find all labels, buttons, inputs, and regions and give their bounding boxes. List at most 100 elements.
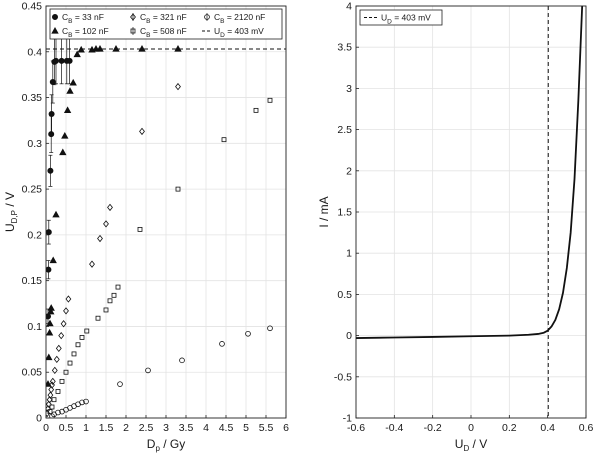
grid (45, 5, 287, 419)
data-point (46, 229, 52, 236)
series-1 (46, 37, 73, 325)
data-point (47, 304, 55, 311)
data-point (48, 131, 55, 138)
y-tick-label: 3 (346, 83, 352, 95)
data-point (47, 391, 54, 399)
data-point (47, 307, 55, 315)
data-point (117, 381, 123, 387)
x-axis-label-rest: / Gy (160, 437, 185, 451)
legend-label-main: C (140, 12, 146, 22)
legend-entry: CB = 102 nF (51, 26, 109, 39)
legend-label-main: C (62, 12, 68, 22)
plot-content (356, 6, 584, 418)
legend-label: UD = 403 mV (381, 13, 431, 26)
data-point (58, 57, 65, 64)
data-point (58, 331, 65, 340)
series-line-1 (356, 6, 584, 339)
legend-box (359, 9, 443, 26)
data-point (107, 298, 113, 304)
y-tick-label: 0.5 (337, 289, 352, 301)
data-point (51, 366, 58, 375)
data-point (47, 409, 53, 414)
x-tick-label: -0.4 (385, 422, 403, 434)
legend-label-sub: B (68, 32, 72, 39)
legend-label-rest: = 33 nF (72, 12, 103, 22)
y-tick-label: 3.5 (337, 42, 352, 54)
legend-label-main: C (62, 26, 68, 36)
y-tick-label: 1 (346, 248, 352, 260)
data-point (49, 377, 56, 386)
data-point (75, 342, 81, 348)
series-5 (49, 325, 273, 418)
data-point (49, 256, 57, 264)
x-tick-label: 0 (43, 422, 49, 434)
y-tick-label: 0 (346, 330, 352, 342)
legend-marker (204, 14, 210, 20)
x-tick-label: 0.2 (502, 422, 517, 434)
data-point (46, 400, 52, 408)
data-point (97, 234, 103, 243)
data-point (46, 353, 53, 361)
data-point (175, 82, 181, 91)
legend-entry: CB = 508 nF (130, 26, 187, 39)
x-tick-label: 4.5 (219, 422, 234, 434)
x-tick-label: 3 (163, 422, 169, 434)
y-tick-label: 0.4 (27, 46, 42, 58)
data-point (84, 328, 90, 334)
legend-label-sub: B (146, 18, 150, 25)
y-axis-label-sub: D,P (10, 210, 19, 223)
x-tick-label: -0.2 (424, 422, 442, 434)
data-point (66, 87, 74, 94)
data-point (63, 106, 72, 113)
data-point (179, 357, 185, 364)
data-point (139, 127, 145, 136)
x-tick-label: 1 (83, 422, 89, 434)
data-point (61, 131, 69, 139)
data-point (221, 137, 227, 143)
y-axis-label: I / mA (317, 196, 331, 227)
x-tick-label: 4 (203, 422, 209, 434)
y-tick-label: 1.5 (337, 207, 352, 219)
series-2 (46, 45, 182, 387)
plot-frame (355, 5, 587, 419)
left-chart-panel: 0 0.5 1 1.5 2 2.5 3 3.5 4 4.5 5 5.5 6 0 0.05 0.1 0.15 0.2… (3, 1, 289, 454)
data-point (83, 398, 89, 405)
legend-entry: UD = 403 mV (202, 26, 264, 39)
data-point (79, 335, 85, 340)
data-point (138, 45, 146, 52)
legend-label-rest: = 403 mV (225, 26, 264, 36)
y-tick-label: 0.15 (22, 275, 43, 287)
data-point (219, 341, 225, 347)
x-axis-label-main: D (147, 437, 156, 451)
y-axis-label: UD,P / V (3, 192, 19, 232)
legend-label-rest: = 321 nF (150, 12, 186, 22)
data-point (77, 45, 85, 53)
data-point (51, 397, 57, 403)
data-point (46, 328, 54, 336)
x-axis-label: Dp / Gy (147, 437, 185, 453)
data-point (46, 396, 53, 404)
legend-label: CB = 321 nF (140, 12, 187, 25)
data-point (63, 369, 69, 375)
data-point (49, 404, 55, 410)
x-axis-label: UD / V (455, 437, 487, 453)
data-point (55, 409, 61, 416)
x-tick-label: 2.5 (139, 422, 154, 434)
data-point (67, 360, 73, 366)
x-axis-label-sub: p (155, 444, 160, 453)
data-point (95, 315, 101, 321)
y-tick-label: -1 (343, 413, 352, 425)
legend-label-rest: = 102 nF (72, 26, 108, 36)
x-tick-label: 2 (123, 422, 129, 434)
data-point (137, 226, 143, 232)
y-axis-label-rest: / V (3, 192, 17, 210)
legend-label-sub: B (68, 18, 72, 25)
data-point (96, 45, 104, 52)
legend-label: CB = 102 nF (62, 26, 109, 39)
data-point (53, 355, 60, 364)
y-tick-label: 0 (36, 413, 42, 425)
legend-label-sub: B (220, 18, 224, 25)
data-point (59, 378, 65, 384)
data-point (48, 385, 55, 394)
